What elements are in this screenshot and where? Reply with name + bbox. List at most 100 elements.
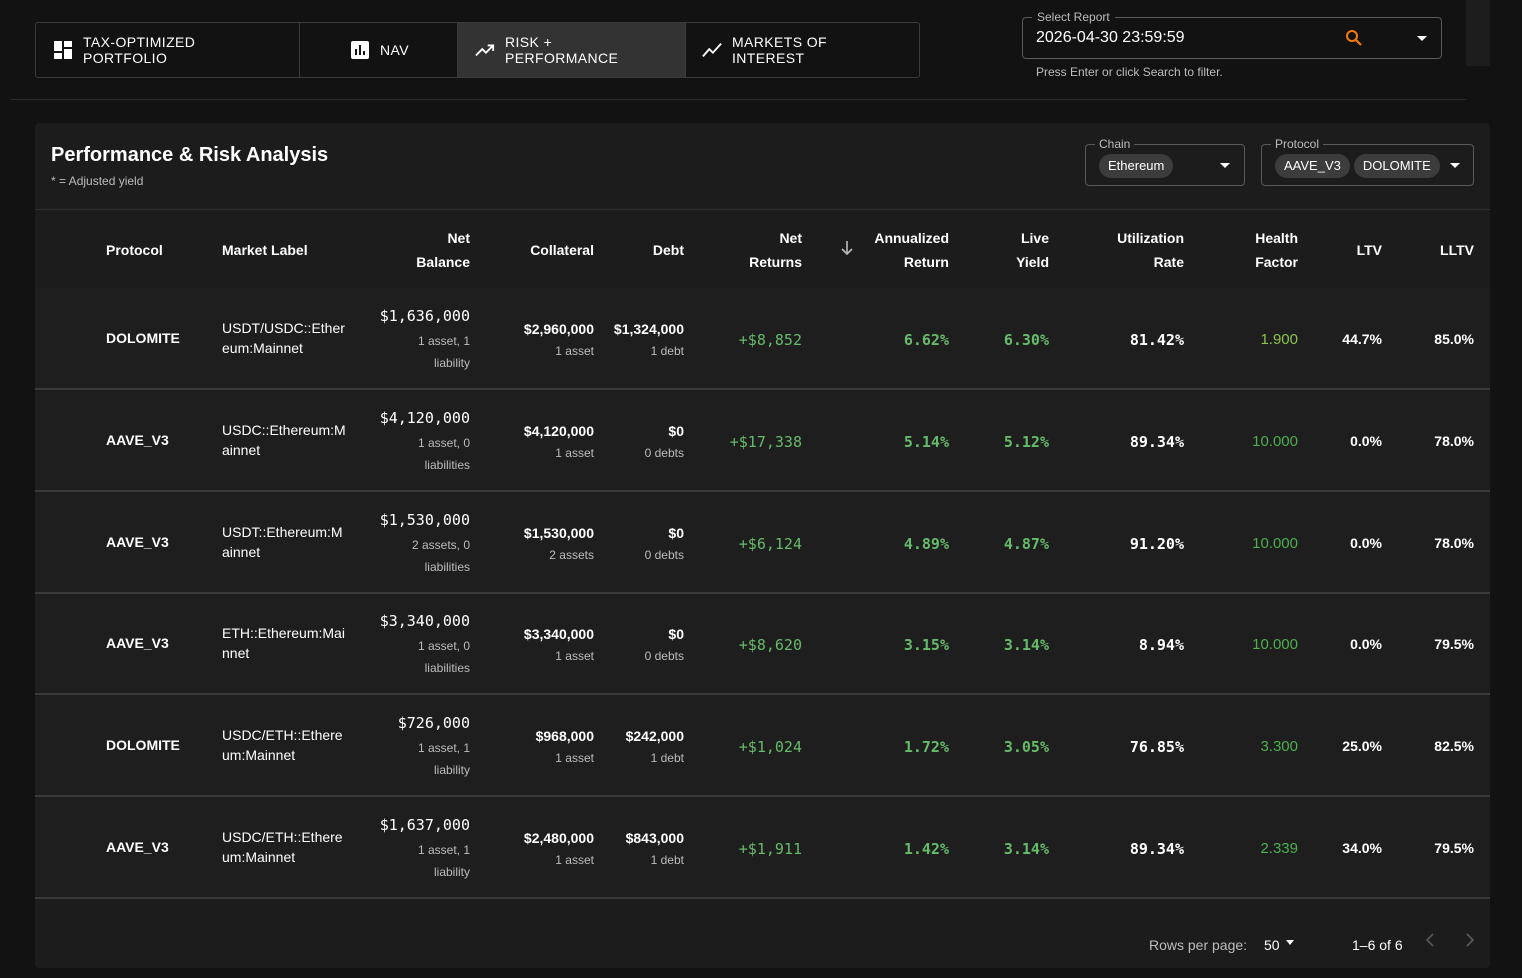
debt-value: $843,000 [625,830,684,846]
col-net-balance[interactable]: Net Balance [416,226,470,274]
cell-utilization-rate: 89.34% [1129,840,1184,858]
cell-ltv: 0.0% [1350,636,1382,652]
col-health-line2: Factor [1255,254,1298,270]
cell-market-label: USDC/ETH::Ethereum:Mainnet [222,727,343,763]
cell-collateral: $3,340,000 1 asset [524,627,594,663]
cell-market-label: USDT/USDC::Ethereum:Mainnet [222,320,345,356]
col-health-line1: Health [1255,230,1298,246]
tab-label: MARKETS OF INTEREST [732,34,828,66]
collateral-value: $2,960,000 [523,321,594,337]
cell-utilization-rate: 8.94% [1138,636,1184,654]
report-tabs: TAX-OPTIMIZED PORTFOLIO NAV RISK + PERFO… [35,22,920,78]
debt-value: $1,324,000 [613,321,684,337]
select-report-value[interactable]: 2026-04-30 23:59:59 [1036,29,1185,46]
chip-dolomite[interactable]: DOLOMITE [1353,154,1440,178]
tab-risk-performance[interactable]: RISK + PERFORMANCE [458,23,686,77]
tab-nav[interactable]: NAV [300,23,458,77]
arrow-drop-down-icon[interactable] [1220,163,1230,168]
debt-detail: 1 debt [650,853,684,867]
col-debt[interactable]: Debt [652,242,684,258]
search-icon[interactable] [1345,29,1363,52]
col-health-factor[interactable]: Health Factor [1255,226,1298,274]
protocol-filter[interactable]: Protocol AAVE_V3 DOLOMITE [1261,137,1474,186]
table-row[interactable]: AAVE_V3 ETH::Ethereum:Mainnet $3,340,000 1 … [35,594,1490,695]
select-report-field[interactable]: Select Report 2026-04-30 23:59:59 [1022,10,1442,59]
collateral-value: $968,000 [535,728,594,744]
cell-net-balance: $1,530,000 2 assets, 0 liabilities [380,510,470,578]
cell-net-balance: $3,340,000 1 asset, 0 liabilities [380,611,470,679]
arrow-drop-down-icon[interactable] [1450,163,1460,168]
cell-lltv: 85.0% [1434,331,1474,347]
chevron-right-icon[interactable] [1465,933,1475,952]
table-row[interactable]: AAVE_V3 USDT::Ethereum:Mainnet $1,530,000 2… [35,493,1490,594]
collateral-value: $4,120,000 [523,423,594,439]
cell-debt: $242,000 1 debt [626,729,684,765]
col-annualized-line1: Annualized [874,230,949,246]
cell-debt: $0 0 debts [645,526,684,562]
arrow-downward-icon[interactable] [840,240,854,261]
cell-net-balance: $1,637,000 1 asset, 1 liability [380,815,470,883]
cell-net-returns: +$8,852 [738,331,802,349]
col-ltv[interactable]: LTV [1356,242,1382,258]
chain-filter[interactable]: Chain Ethereum [1085,137,1245,186]
cell-health-factor: 10.000 [1252,433,1298,450]
panel-title: Performance & Risk Analysis [51,144,329,166]
debt-detail: 0 debts [644,548,684,562]
tab-markets-of-interest[interactable]: MARKETS OF INTEREST [686,23,919,77]
cell-collateral: $2,960,000 1 asset [524,322,594,358]
cell-net-returns: +$6,124 [738,535,802,553]
col-market-label[interactable]: Market Label [222,242,308,258]
table-pagination: Rows per page: 50 1–6 of 6 [35,915,1490,968]
tab-label: RISK + PERFORMANCE [505,34,619,66]
col-live-yield[interactable]: Live Yield [1016,226,1049,274]
cell-market-label: ETH::Ethereum:Mainnet [222,625,345,661]
rows-per-page-select[interactable]: 50 [1264,937,1280,953]
arrow-drop-down-icon[interactable] [1286,940,1294,945]
rows-per-page-label: Rows per page: [1149,937,1248,953]
scrollbar[interactable] [1466,0,1490,66]
col-live-line1: Live [1020,230,1049,246]
chip-ethereum[interactable]: Ethereum [1099,154,1174,178]
net-balance-detail: 1 asset, 0 liabilities [417,436,470,472]
cell-live-yield: 4.87% [1003,535,1049,553]
col-annualized-return[interactable]: Annualized Return [874,226,949,274]
col-util-line1: Utilization [1117,230,1184,246]
net-balance-detail: 1 asset, 1 liability [417,741,470,777]
table-row[interactable]: AAVE_V3 USDC/ETH::Ethereum:Mainnet $1,637,… [35,798,1490,899]
select-report-helper: Press Enter or click Search to filter. [1036,65,1223,79]
net-balance-detail: 1 asset, 1 liability [417,843,470,879]
col-net-returns[interactable]: Net Returns [749,226,802,274]
table-row[interactable]: DOLOMITE USDT/USDC::Ethereum:Mainnet $1,63… [35,289,1490,390]
debt-value: $0 [668,626,684,642]
cell-annualized-return: 5.14% [903,433,949,451]
chip-aave-v3[interactable]: AAVE_V3 [1275,154,1350,178]
select-report-legend: Select Report [1032,10,1115,24]
table-row[interactable]: AAVE_V3 USDC::Ethereum:Mainnet $4,120,000 1… [35,391,1490,492]
cell-ltv: 0.0% [1350,535,1382,551]
collateral-value: $1,530,000 [523,525,594,541]
bar-chart-icon [350,40,370,60]
debt-detail: 0 debts [644,649,684,663]
collateral-detail: 1 asset [555,446,594,460]
tab-tax-optimized-portfolio[interactable]: TAX-OPTIMIZED PORTFOLIO [36,23,300,77]
collateral-detail: 1 asset [555,751,594,765]
table-row[interactable]: DOLOMITE USDC/ETH::Ethereum:Mainnet $726,0… [35,696,1490,797]
cell-collateral: $968,000 1 asset [536,729,594,765]
col-protocol[interactable]: Protocol [106,242,163,258]
collateral-detail: 1 asset [555,853,594,867]
cell-ltv: 44.7% [1342,331,1382,347]
collateral-detail: 1 asset [555,649,594,663]
tab-label: NAV [380,42,409,58]
cell-health-factor: 3.300 [1260,738,1298,755]
arrow-drop-down-icon[interactable] [1417,36,1427,41]
chevron-left-icon[interactable] [1425,933,1435,952]
cell-protocol: AAVE_V3 [106,432,169,448]
col-collateral[interactable]: Collateral [530,242,594,258]
col-lltv[interactable]: LLTV [1440,242,1474,258]
cell-live-yield: 5.12% [1003,433,1049,451]
net-balance-value: $1,637,000 [379,816,470,834]
cell-lltv: 79.5% [1434,636,1474,652]
col-utilization-rate[interactable]: Utilization Rate [1117,226,1184,274]
table-header: Protocol Market Label Net Balance Collat… [35,209,1490,289]
cell-market-label: USDC/ETH::Ethereum:Mainnet [222,829,343,865]
